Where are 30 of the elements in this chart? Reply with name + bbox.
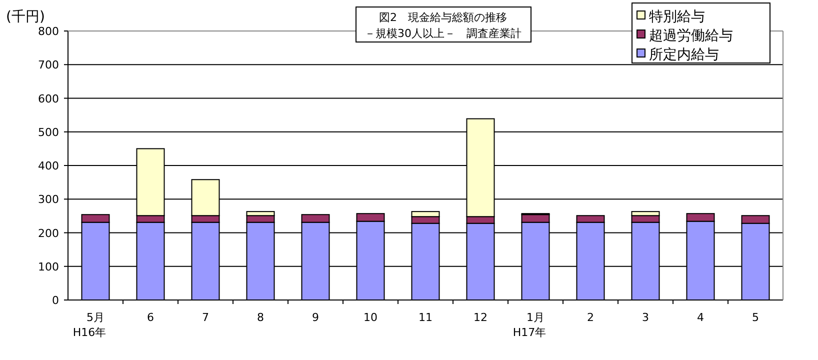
xtick: 8 [257,311,264,324]
ytick: 500 [38,126,59,139]
ytick: 400 [38,160,59,172]
xtick: 5 [752,311,759,324]
title: 図2 現金給与総額の推移 [379,11,507,24]
ytick: 0 [52,294,59,307]
legend-label: 特別給与 [649,9,705,25]
xtick: H17年 [512,326,546,339]
subtitle: －規模30人以上－ 調査産業計 [364,27,522,40]
xtick: H16年 [72,326,106,339]
ytick: 300 [38,193,59,206]
xtick: 12 [474,311,488,324]
ytick: 800 [38,25,59,38]
ytick: 100 [38,260,59,274]
xtick: 1月 [526,311,544,324]
xtick: 3 [642,311,649,324]
ytick: 200 [38,226,59,240]
xtick: 10 [364,311,378,324]
xtick: 9 [312,311,319,324]
ytick: 700 [38,58,59,72]
xtick: 4 [697,311,704,324]
xtick: 11 [418,311,432,324]
legend-label: 所定内給与 [649,47,719,63]
xtick: 5月 [86,311,104,324]
ytick: 600 [38,92,59,106]
legend-label: 超過労働給与 [649,28,733,44]
ylabel: (千円) [6,9,45,25]
xtick: 2 [587,311,594,324]
xtick: 6 [147,311,154,324]
xtick: 7 [202,311,209,324]
